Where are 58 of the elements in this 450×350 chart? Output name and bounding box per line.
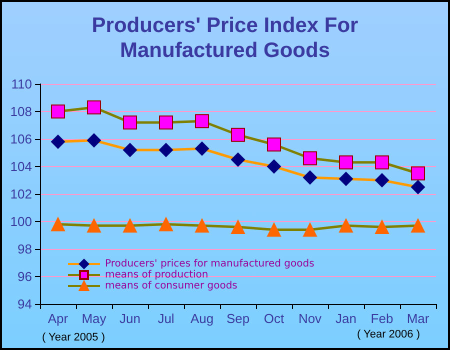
y-tick-label: 94: [18, 296, 32, 312]
x-tick-label: Feb: [370, 311, 394, 326]
y-tick-label: 100: [10, 214, 32, 229]
point: [231, 152, 245, 167]
x-tick-label: Sep: [226, 311, 250, 326]
y-tick-label: 96: [18, 269, 32, 284]
point: [375, 220, 389, 234]
point: [267, 160, 281, 174]
point: [159, 143, 173, 157]
legend-label: means of consumer goods: [105, 280, 238, 292]
point: [411, 218, 425, 233]
point: [159, 116, 173, 130]
point: [51, 217, 65, 232]
point: [231, 128, 245, 142]
point: [411, 166, 425, 180]
point: [339, 172, 353, 186]
point: [411, 180, 425, 194]
x-tick-label: Jul: [158, 311, 174, 326]
point: [303, 151, 317, 166]
point: [375, 155, 389, 170]
y-tick-label: 106: [10, 132, 32, 146]
point: [303, 222, 317, 237]
text: ( Year 2005 ): [42, 332, 105, 344]
point: [87, 218, 101, 233]
y-tick-label: 110: [11, 76, 32, 92]
legend-label: Producers' prices for manufactured goods: [105, 258, 314, 270]
point: [159, 217, 173, 232]
point: [123, 143, 137, 157]
y-tick-label: 98: [18, 242, 32, 256]
x-tick-label: Mar: [406, 311, 430, 326]
point: [339, 155, 353, 170]
point: [231, 220, 245, 234]
x-tick-label: May: [82, 311, 107, 326]
point: [339, 218, 353, 233]
x-tick-label: Apr: [48, 311, 69, 326]
y-tick-label: 104: [10, 159, 32, 174]
point: [123, 218, 137, 233]
point: [195, 218, 209, 233]
point: [303, 170, 317, 184]
point: [87, 133, 101, 148]
point: [267, 138, 281, 152]
y-tick-label: 108: [10, 104, 32, 119]
x-tick-label: Jan: [336, 311, 356, 326]
x-tick-label: Nov: [298, 311, 322, 326]
point: [195, 114, 209, 128]
x-tick-label: Aug: [190, 311, 214, 326]
point: [51, 134, 65, 149]
y-tick-label: 102: [10, 186, 32, 202]
point: [195, 142, 209, 156]
chart-title: Producers' Price Index For Manufactured Goods: [92, 14, 358, 62]
x-tick-label: Jun: [120, 311, 140, 326]
x-tick-label: Oct: [264, 311, 284, 326]
point: [87, 100, 101, 114]
point: [51, 104, 65, 118]
point: [375, 173, 389, 188]
point: [267, 222, 281, 237]
text: ( Year 2006 ): [357, 328, 420, 340]
point: [123, 116, 137, 130]
